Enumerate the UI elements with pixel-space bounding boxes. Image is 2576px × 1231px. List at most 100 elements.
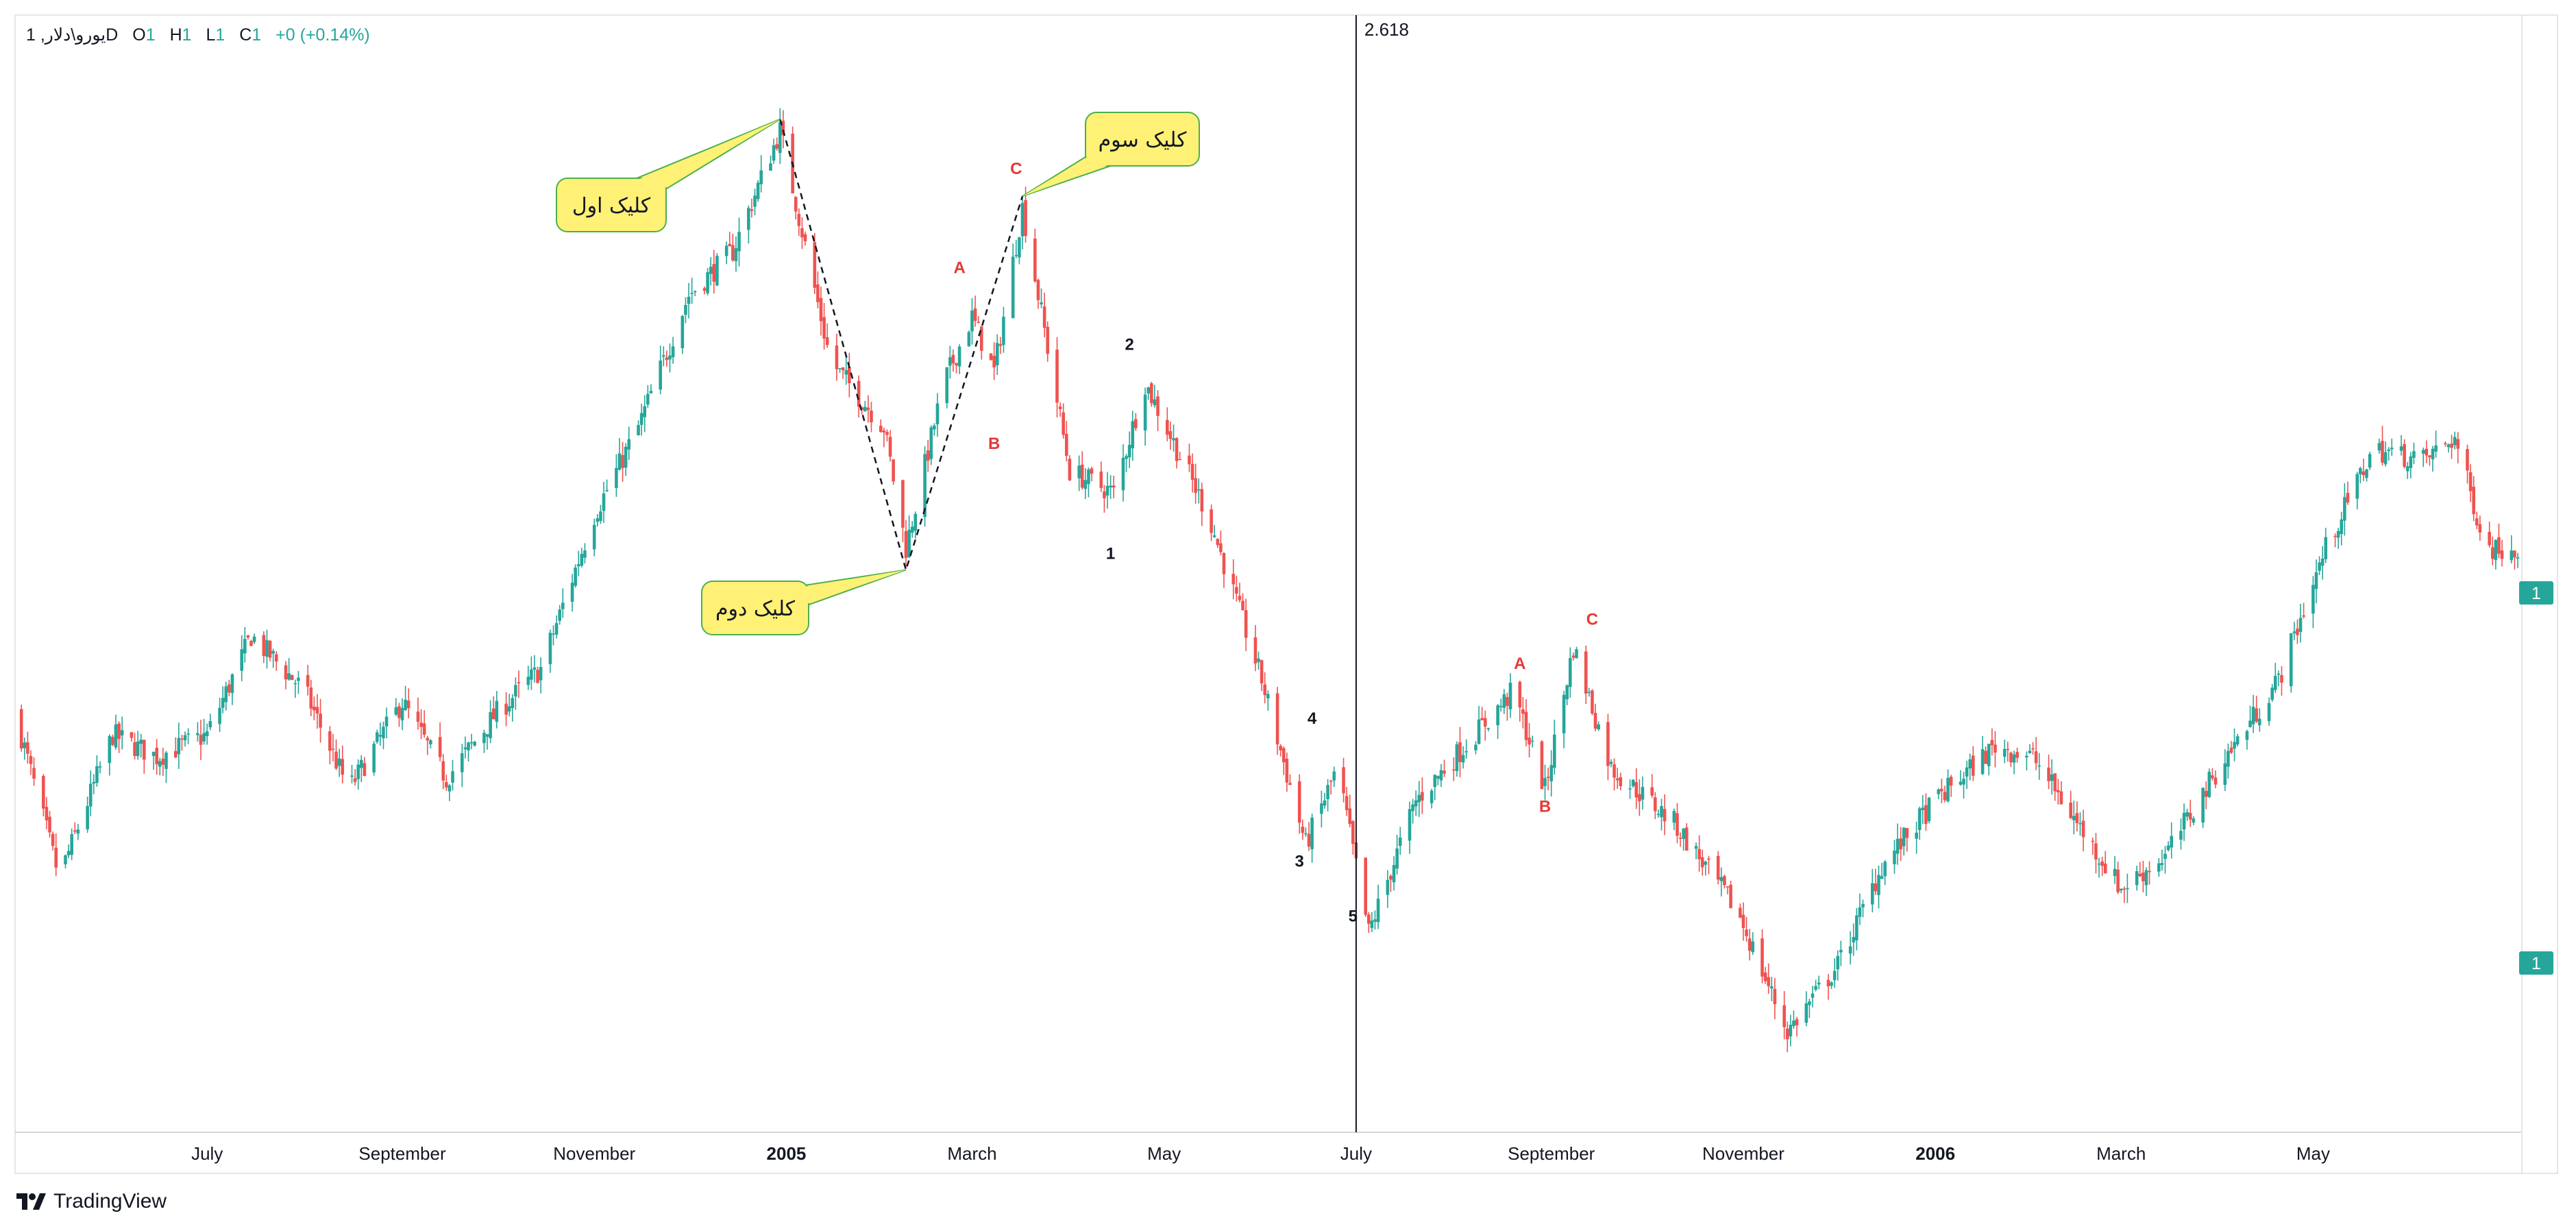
candle <box>1417 781 1421 817</box>
candle <box>2314 559 2318 604</box>
candle <box>1593 703 1597 732</box>
candle <box>1672 808 1676 831</box>
close-value: 1 <box>252 25 262 45</box>
open-value: 1 <box>145 25 156 45</box>
candle <box>249 639 253 646</box>
candle <box>2383 441 2388 467</box>
candle <box>844 355 848 385</box>
candle <box>1684 822 1689 851</box>
candle <box>2229 741 2233 755</box>
svg-text:1: 1 <box>2531 954 2541 973</box>
candle <box>511 694 515 722</box>
candle <box>1830 981 1833 989</box>
candle <box>117 721 121 753</box>
candle <box>1521 696 1525 729</box>
candle <box>1530 735 1534 748</box>
candle <box>422 710 426 738</box>
candle <box>438 722 442 761</box>
candle <box>1310 814 1314 863</box>
candle <box>2355 472 2359 510</box>
candle <box>1739 903 1742 918</box>
candle <box>252 633 256 644</box>
candle <box>1785 1021 1789 1053</box>
candle <box>1546 767 1550 791</box>
candle <box>2336 528 2340 549</box>
candle <box>1212 525 1216 538</box>
candle <box>315 694 319 729</box>
x-tick-label: March <box>947 1143 996 1164</box>
candle <box>977 316 980 324</box>
tradingview-brand[interactable]: TradingView <box>15 1190 167 1213</box>
candle <box>526 666 530 690</box>
candle <box>312 696 316 720</box>
candle <box>532 655 537 683</box>
candle <box>800 217 804 249</box>
candle <box>120 716 124 750</box>
candle <box>1654 792 1657 820</box>
candle <box>2456 432 2460 464</box>
candle <box>360 755 363 783</box>
candle <box>2453 431 2457 450</box>
candle <box>2280 666 2283 696</box>
candle <box>702 286 707 295</box>
candle <box>268 639 272 661</box>
candle <box>1899 827 1902 862</box>
candle <box>2126 873 2129 903</box>
candle <box>646 385 650 409</box>
candle <box>2201 787 2205 828</box>
candle <box>835 333 839 381</box>
candle <box>1285 752 1289 792</box>
candle <box>1663 794 1667 836</box>
candle <box>2318 556 2321 576</box>
candle <box>382 721 385 750</box>
candle <box>1156 390 1160 431</box>
candle <box>554 615 559 639</box>
candle <box>1414 790 1418 816</box>
candle <box>1127 431 1131 468</box>
candle <box>1461 746 1465 769</box>
candle <box>406 688 410 719</box>
candle <box>1376 884 1380 929</box>
candle <box>445 775 448 791</box>
candle <box>561 588 565 618</box>
candle <box>1464 739 1469 759</box>
candle <box>822 302 826 350</box>
candle <box>1716 851 1720 885</box>
candle <box>218 697 221 733</box>
candle <box>888 430 892 462</box>
candle <box>2510 535 2514 563</box>
candle <box>2292 622 2296 641</box>
candle <box>66 844 71 859</box>
candle <box>583 543 587 564</box>
candle <box>42 774 45 817</box>
candle <box>2340 511 2344 546</box>
candle <box>262 631 266 663</box>
candle <box>363 757 367 777</box>
candle <box>2403 439 2406 469</box>
candle <box>995 334 999 375</box>
candle <box>1826 974 1830 1000</box>
candle <box>1486 727 1491 731</box>
low-label: L <box>206 25 216 45</box>
candle <box>1408 801 1412 854</box>
candle <box>1002 306 1005 353</box>
candle <box>892 459 895 485</box>
candle <box>2204 781 2208 809</box>
candle <box>86 796 89 833</box>
candle <box>2381 426 2384 466</box>
candle <box>2122 886 2126 903</box>
candle <box>680 315 685 354</box>
candle <box>1231 559 1236 600</box>
candle <box>1398 827 1402 855</box>
candle <box>2157 857 2161 877</box>
candle <box>1656 809 1660 818</box>
candle <box>530 656 533 690</box>
candle <box>161 748 165 776</box>
candle <box>2031 742 2035 755</box>
candle <box>70 828 73 860</box>
candle <box>1421 777 1424 814</box>
candle <box>274 650 278 671</box>
candle <box>88 770 93 816</box>
